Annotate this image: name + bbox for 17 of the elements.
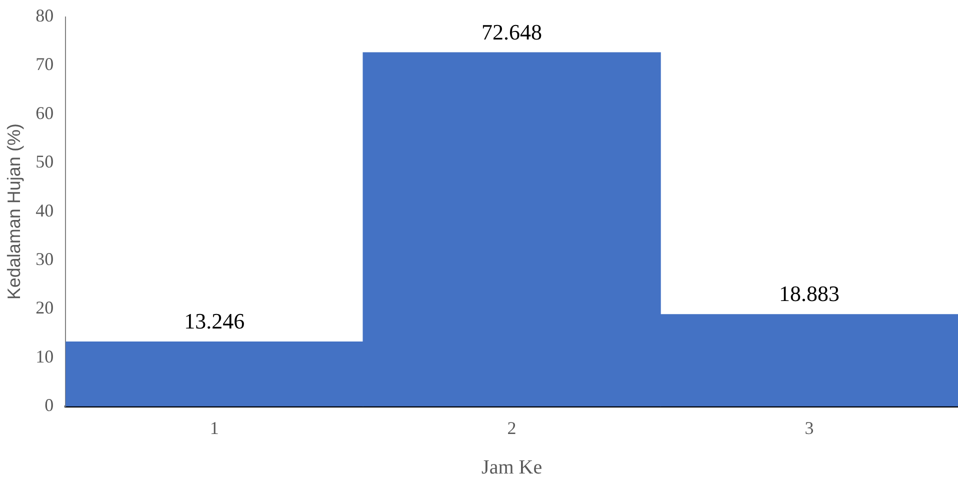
x-tick-label: 1 xyxy=(210,418,219,438)
x-tick-label: 3 xyxy=(804,418,814,438)
x-tick-label: 2 xyxy=(507,418,516,438)
y-tick-label: 70 xyxy=(36,54,54,74)
y-tick-label: 30 xyxy=(36,249,54,270)
y-tick-label: 60 xyxy=(36,102,54,123)
y-axis-title: Kedalaman Hujan (%) xyxy=(4,124,24,300)
x-axis-title: Jam Ke xyxy=(482,456,542,478)
data-label: 13.246 xyxy=(184,308,245,334)
y-tick-label: 20 xyxy=(36,298,54,318)
data-label: 18.883 xyxy=(779,281,840,306)
y-tick-label: 10 xyxy=(36,346,54,366)
data-label: 72.648 xyxy=(482,19,542,44)
y-tick-label: 50 xyxy=(36,152,54,172)
y-tick-label: 0 xyxy=(44,395,54,416)
y-tick-label: 40 xyxy=(36,200,54,220)
y-tick-label: 80 xyxy=(36,6,54,26)
